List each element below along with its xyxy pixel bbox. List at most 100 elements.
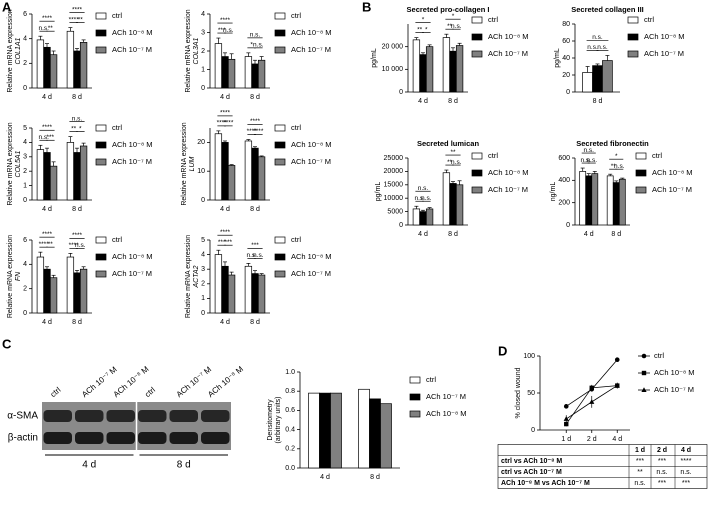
- bar: [419, 54, 427, 93]
- y-axis-label: Relative mRNA expression: [185, 235, 192, 318]
- bar: [442, 37, 451, 93]
- table-cell: n.s.: [680, 469, 691, 476]
- bar: [73, 152, 81, 201]
- y-axis-label: pg/mL: [554, 48, 561, 68]
- y-tick-label: 0: [399, 89, 403, 96]
- y-tick-label: 10: [197, 168, 205, 175]
- y-tick-label: 4: [201, 11, 205, 18]
- point: [614, 357, 620, 363]
- bar: [214, 43, 223, 89]
- bar: [425, 46, 434, 93]
- y-tick-label: 0.4: [285, 426, 295, 433]
- sig-label: n.s.: [253, 252, 264, 259]
- sig-label: **: [71, 125, 77, 132]
- y-tick-label: 0.6: [285, 407, 295, 414]
- legend-swatch: [95, 158, 107, 166]
- bar: [442, 172, 451, 226]
- sig-label: ****: [39, 241, 50, 248]
- y-axis-label: FN: [15, 271, 22, 281]
- bar: [579, 171, 587, 226]
- y-tick-label: 25000: [384, 155, 404, 162]
- y-axis-label: LUM: [189, 156, 196, 171]
- table-row-label: ACh 10⁻⁸ M vs ACh 10⁻⁷ M: [501, 480, 590, 487]
- band: [201, 410, 230, 422]
- x-tick-label: 4 d: [220, 319, 230, 326]
- y-tick-label: 20: [562, 72, 570, 79]
- legend-label: ACh 10⁻⁸ M: [488, 32, 528, 41]
- y-tick-label: 0: [566, 89, 570, 96]
- sig-label: ****: [223, 120, 234, 127]
- x-tick-label: 4 d: [320, 474, 330, 481]
- bar: [602, 60, 613, 93]
- legend-label: ACh 10⁻⁷ M: [291, 45, 331, 54]
- bar: [244, 140, 253, 201]
- bar: [79, 42, 88, 89]
- chart-title: Secreted fibronectin: [576, 139, 649, 148]
- sig-label: n.s.: [592, 34, 603, 41]
- x-tick-label: 8 d: [448, 98, 458, 105]
- x-tick-label: 8 d: [611, 231, 621, 238]
- y-tick-label: 400: [558, 177, 570, 184]
- bar: [585, 175, 593, 226]
- sig-label: ****: [217, 120, 228, 127]
- legend-swatch: [274, 236, 286, 244]
- bar: [618, 178, 626, 226]
- sig-label: *: [422, 16, 425, 23]
- band: [106, 410, 135, 422]
- legend-label: ctrl: [112, 11, 122, 20]
- bar: [43, 152, 51, 201]
- table-cell: ****: [681, 458, 692, 465]
- y-tick-label: 0.2: [285, 446, 295, 453]
- x-tick-label: 4 d: [42, 319, 52, 326]
- band: [169, 432, 198, 444]
- legend-swatch: [635, 152, 647, 160]
- legend-label: ACh 10⁻⁸ M: [112, 140, 152, 149]
- x-tick-label: 8 d: [448, 231, 458, 238]
- bar: [330, 392, 342, 469]
- legend-swatch: [274, 253, 286, 261]
- bar: [227, 58, 236, 89]
- legend-label: ACh 10⁻⁷ M: [112, 157, 152, 166]
- legend-label: ctrl: [291, 235, 301, 244]
- y-tick-label: 10000: [384, 195, 404, 202]
- y-axis-label: COL1A1: [15, 37, 22, 64]
- band: [43, 432, 72, 444]
- lane-label: ctrl: [49, 385, 63, 399]
- legend-swatch: [95, 253, 107, 261]
- sig-label: ****: [42, 15, 53, 22]
- table-cell: n.s.: [656, 469, 667, 476]
- sig-label: n.s.: [580, 157, 591, 164]
- bar: [227, 274, 236, 314]
- y-tick-label: 0: [566, 222, 570, 229]
- band: [138, 432, 167, 444]
- band: [201, 432, 230, 444]
- sig-label: ***: [251, 242, 259, 249]
- sig-label: n.s.: [72, 115, 83, 122]
- legend-label: ACh 10⁻⁷ M: [426, 392, 466, 401]
- sig-label: *: [250, 42, 253, 49]
- x-tick-label: 8 d: [250, 94, 260, 101]
- bar: [214, 254, 223, 314]
- legend-swatch: [471, 186, 483, 194]
- y-tick-label: 1: [201, 66, 205, 73]
- x-tick-label: 8 d: [72, 319, 82, 326]
- bar: [419, 211, 427, 226]
- legend-swatch: [635, 169, 647, 177]
- table-cell: **: [637, 469, 643, 476]
- legend-marker: [641, 370, 647, 376]
- bar: [49, 165, 58, 201]
- chart-title: Secreted lumican: [417, 139, 480, 148]
- y-tick-label: 5000: [387, 208, 403, 215]
- chart-title: Secreted collagen III: [571, 5, 644, 14]
- legend-label: ctrl: [426, 375, 436, 384]
- y-tick-label: 60: [562, 38, 570, 45]
- y-tick-label: 0: [399, 222, 403, 229]
- legend-label: ctrl: [291, 123, 301, 132]
- x-tick-label: 2 d: [587, 436, 597, 443]
- y-tick-label: 4: [23, 36, 27, 43]
- y-axis-label: Relative mRNA expression: [181, 122, 188, 205]
- legend-swatch: [95, 270, 107, 278]
- y-axis-label: pg/mL: [371, 48, 378, 68]
- sig-label: **: [417, 26, 423, 33]
- sig-label: *: [452, 13, 455, 20]
